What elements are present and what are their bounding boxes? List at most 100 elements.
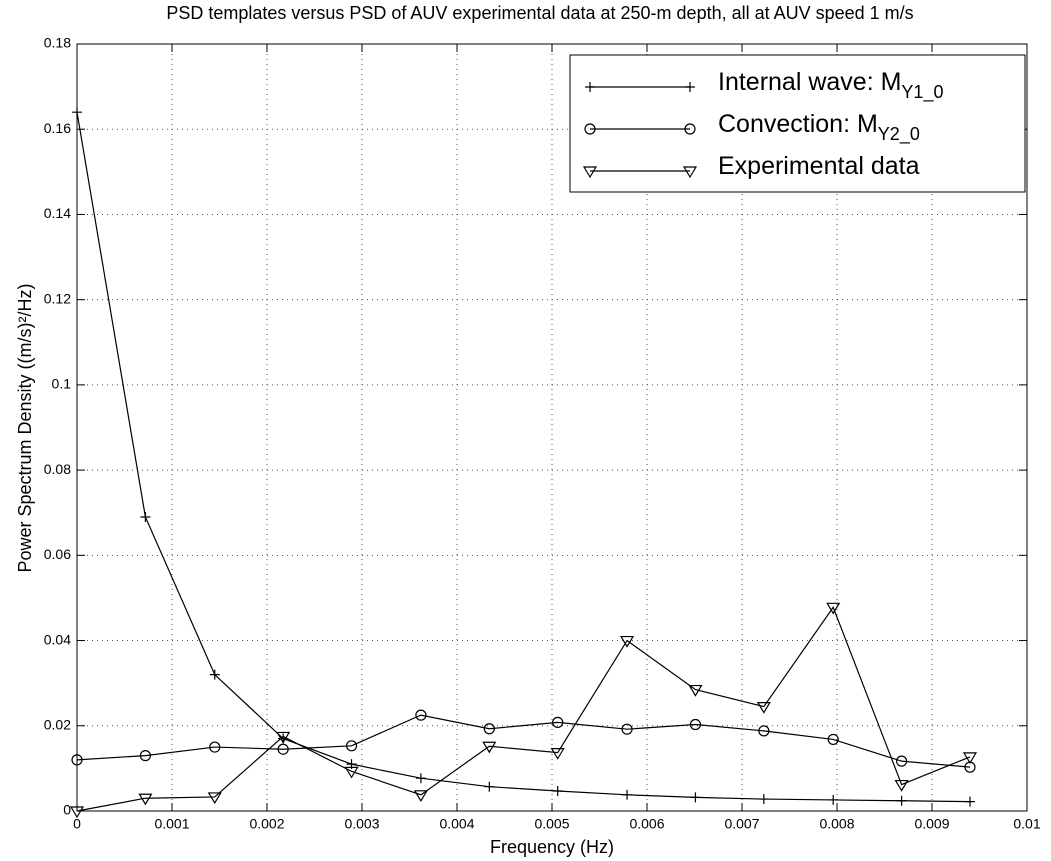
- x-tick-label: 0.008: [819, 816, 854, 832]
- marker-circle: [209, 741, 221, 753]
- y-axis-label: Power Spectrum Density ((m/s)²/Hz): [15, 283, 35, 572]
- marker-shape: [584, 123, 596, 135]
- marker-shape: [689, 718, 702, 731]
- x-tick-label: 0.002: [249, 816, 284, 832]
- marker-plus: [758, 794, 769, 805]
- marker-shape: [139, 750, 151, 762]
- marker-shape: [552, 716, 564, 728]
- marker-shape: [690, 792, 701, 803]
- marker-shape: [827, 733, 839, 746]
- marker-shape: [828, 794, 839, 805]
- y-tick-label: 0: [63, 802, 71, 818]
- legend-label-text: Internal wave: M: [718, 68, 901, 96]
- marker-shape: [69, 806, 85, 819]
- marker-shape: [413, 790, 428, 802]
- marker-shape: [72, 107, 82, 118]
- marker-shape: [585, 82, 595, 92]
- marker-plus: [828, 794, 839, 805]
- marker-plus: [72, 107, 82, 118]
- marker-shape: [962, 752, 978, 765]
- y-tick-label: 0.18: [44, 35, 71, 51]
- legend-label-subscript: Y2_0: [878, 124, 920, 145]
- legend-box: [569, 54, 1026, 193]
- marker-shape: [207, 792, 222, 805]
- marker-circle: [139, 750, 151, 762]
- marker-triangle: [826, 602, 841, 615]
- marker-shape: [552, 785, 563, 796]
- x-tick-label: 0.006: [629, 816, 664, 832]
- marker-shape: [758, 725, 770, 737]
- marker-triangle: [619, 635, 635, 648]
- marker-shape: [965, 796, 975, 807]
- x-tick-label: 0.003: [344, 816, 379, 832]
- x-tick-label: 0.004: [439, 816, 474, 832]
- y-tick-label: 0.12: [44, 290, 71, 306]
- marker-circle: [71, 754, 83, 766]
- marker-shape: [826, 602, 841, 615]
- x-axis-label: Frequency (Hz): [490, 837, 614, 857]
- marker-shape: [682, 166, 698, 179]
- marker-plus: [140, 511, 151, 522]
- marker-circle: [483, 723, 495, 735]
- legend-label: Experimental data: [718, 152, 920, 180]
- marker-shape: [415, 773, 426, 784]
- marker-circle: [895, 755, 908, 767]
- marker-shape: [138, 793, 153, 806]
- marker-shape: [550, 748, 565, 760]
- marker-triangle: [688, 684, 703, 697]
- marker-triangle: [207, 792, 222, 805]
- marker-circle: [277, 743, 289, 755]
- marker-plus: [552, 785, 563, 796]
- y-tick-label: 0.02: [44, 716, 71, 732]
- y-tick-label: 0.06: [44, 546, 71, 562]
- marker-shape: [894, 779, 909, 792]
- marker-shape: [685, 82, 695, 92]
- marker-triangle: [276, 731, 291, 744]
- marker-plus: [622, 789, 633, 800]
- marker-shape: [345, 740, 358, 752]
- marker-circle: [552, 716, 564, 728]
- y-tick-label: 0.14: [44, 205, 71, 221]
- marker-plus: [585, 82, 595, 92]
- marker-shape: [483, 723, 495, 735]
- marker-plus: [690, 792, 701, 803]
- marker-plus: [484, 781, 495, 792]
- marker-triangle: [550, 748, 565, 760]
- marker-shape: [622, 789, 633, 800]
- x-tick-label: 0.001: [154, 816, 189, 832]
- marker-circle: [689, 718, 702, 731]
- legend-label: Internal wave: MY1_0: [718, 68, 943, 103]
- marker-triangle: [344, 766, 359, 779]
- marker-shape: [895, 755, 908, 767]
- marker-plus: [896, 795, 907, 806]
- marker-shape: [484, 781, 495, 792]
- series-line: [76, 606, 971, 812]
- marker-shape: [688, 684, 703, 697]
- marker-circle: [584, 123, 596, 135]
- plot-frame: [76, 43, 1028, 812]
- marker-circle: [415, 709, 427, 721]
- x-tick-label: 0.005: [534, 816, 569, 832]
- marker-shape: [482, 741, 497, 754]
- marker-triangle: [894, 779, 909, 792]
- legend-label-subscript: Y1_0: [901, 82, 943, 103]
- marker-circle: [758, 725, 770, 737]
- legend-label-text: Experimental data: [718, 152, 920, 180]
- marker-triangle: [482, 741, 497, 754]
- marker-triangle: [682, 166, 698, 179]
- marker-shape: [209, 669, 220, 680]
- marker-plus: [209, 669, 220, 680]
- marker-shape: [277, 743, 289, 755]
- series-line: [76, 112, 971, 803]
- marker-triangle: [138, 793, 153, 806]
- marker-circle: [345, 740, 358, 752]
- marker-shape: [276, 731, 291, 744]
- marker-circle: [621, 723, 633, 735]
- marker-shape: [896, 795, 907, 806]
- y-tick-label: 0.1: [52, 376, 72, 392]
- marker-plus: [965, 796, 975, 807]
- series-line: [76, 714, 971, 768]
- marker-shape: [140, 511, 151, 522]
- marker-triangle: [413, 790, 428, 802]
